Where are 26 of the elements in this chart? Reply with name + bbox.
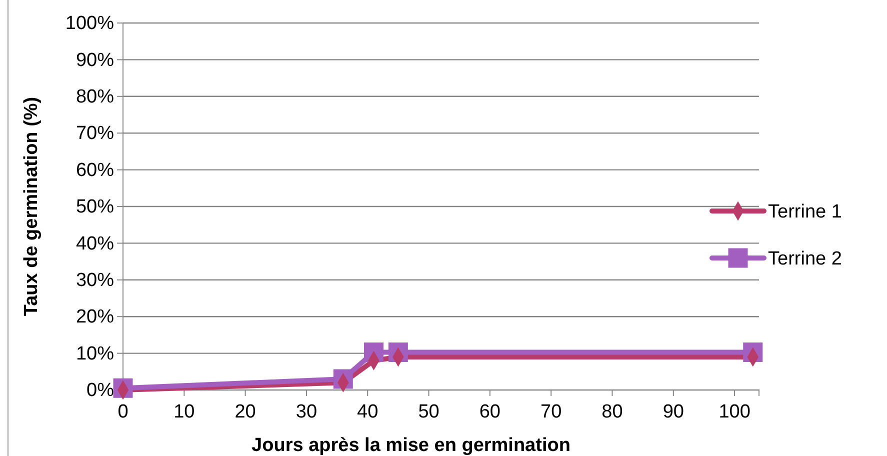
y-tick-label: 20% [76, 306, 114, 328]
x-tick-label: 20 [234, 401, 256, 422]
y-tick-label: 90% [76, 50, 114, 71]
y-tick-label: 70% [76, 123, 114, 144]
y-tick-label: 60% [76, 160, 114, 181]
x-tick-label: 70 [540, 401, 562, 422]
x-tick-label: 30 [296, 401, 318, 422]
x-tick-label: 100 [718, 401, 750, 422]
x-tick-label: 0 [118, 401, 128, 422]
y-tick-label: 50% [76, 196, 114, 218]
y-tick-label: 30% [76, 270, 114, 291]
x-tick-label: 40 [357, 401, 378, 422]
y-tick-label: 10% [76, 343, 114, 364]
y-tick-label: 0% [86, 380, 114, 402]
x-tick-label: 60 [479, 401, 500, 422]
x-tick-label: 50 [418, 401, 440, 422]
y-axis-title: Taux de germination (%) [21, 96, 42, 316]
x-axis-title: Jours après la mise en germination [252, 435, 570, 456]
y-tick-label: 80% [76, 86, 114, 108]
x-tick-label: 10 [174, 401, 195, 422]
y-tick-label: 40% [76, 233, 114, 254]
x-tick-label: 90 [662, 401, 684, 422]
legend-label: Terrine 2 [768, 248, 842, 270]
y-tick-label: 100% [65, 13, 114, 34]
legend-label: Terrine 1 [768, 202, 842, 223]
x-tick-label: 80 [602, 401, 623, 422]
